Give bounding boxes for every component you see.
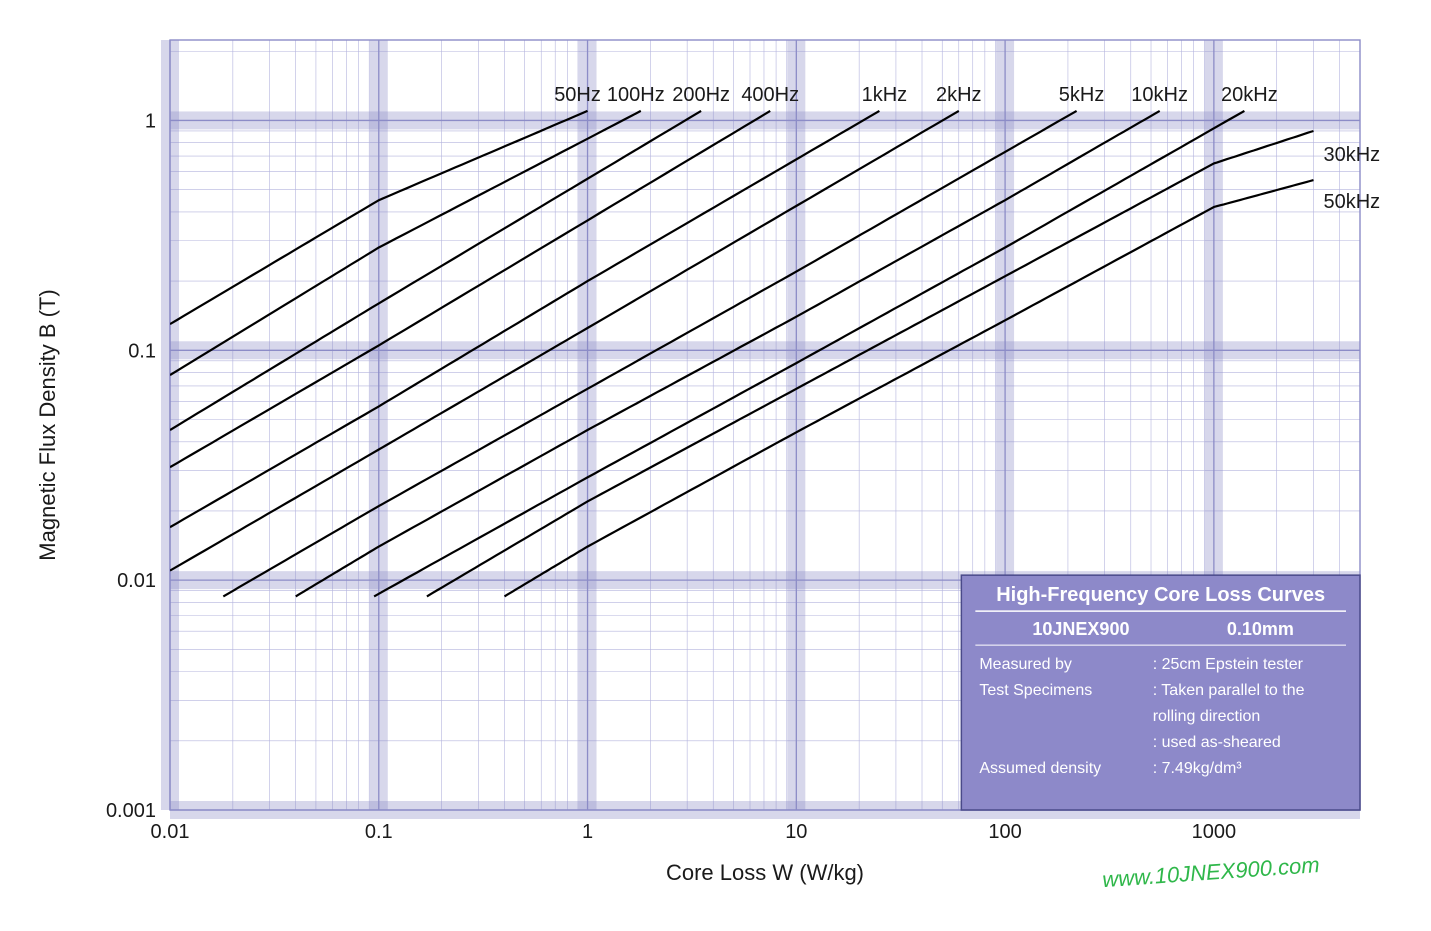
series-label: 1kHz xyxy=(862,84,908,106)
core-loss-chart: 50Hz 100Hz 200Hz 400Hz 1kHz 2kHz 5kHz 10kHz 20kH… xyxy=(0,0,1431,931)
series-label: 20kHz xyxy=(1221,84,1278,106)
y-tick-label: 0.001 xyxy=(106,800,156,822)
y-tick-label: 0.1 xyxy=(128,340,156,362)
series-label: 50Hz xyxy=(554,84,601,106)
series-label: 5kHz xyxy=(1059,84,1105,106)
info-thickness: 0.10mm xyxy=(1227,619,1294,639)
x-axis-label: Core Loss W (W/kg) xyxy=(666,860,864,885)
x-tick-label: 0.01 xyxy=(151,821,190,843)
info-row-key: Test Specimens xyxy=(979,682,1092,699)
x-tick-label: 0.1 xyxy=(365,821,393,843)
info-row-val: : 7.49kg/dm³ xyxy=(1153,760,1243,777)
info-row-key: Assumed density xyxy=(979,760,1101,777)
series-label: 50kHz xyxy=(1323,191,1380,213)
info-row-key: Measured by xyxy=(979,656,1072,673)
info-title: High-Frequency Core Loss Curves xyxy=(996,584,1325,606)
y-tick-label: 1 xyxy=(145,110,156,132)
info-row-val: : 25cm Epstein tester xyxy=(1153,656,1304,673)
series-label: 10kHz xyxy=(1131,84,1188,106)
y-tick-label: 0.01 xyxy=(117,570,156,592)
series-label: 100Hz xyxy=(607,84,665,106)
x-tick-label: 1 xyxy=(582,821,593,843)
series-label: 30kHz xyxy=(1323,144,1380,166)
series-label: 400Hz xyxy=(741,84,799,106)
x-tick-label: 100 xyxy=(988,821,1021,843)
x-tick-label: 10 xyxy=(785,821,807,843)
info-row-val: : used as-sheared xyxy=(1153,734,1281,751)
series-label: 2kHz xyxy=(936,84,982,106)
info-product: 10JNEX900 xyxy=(1032,619,1129,639)
x-tick-label: 1000 xyxy=(1192,821,1237,843)
info-row-val: rolling direction xyxy=(1153,708,1261,725)
y-axis-label: Magnetic Flux Density B (T) xyxy=(35,289,60,560)
info-row-val: : Taken parallel to the xyxy=(1153,682,1305,699)
series-label: 200Hz xyxy=(672,84,730,106)
